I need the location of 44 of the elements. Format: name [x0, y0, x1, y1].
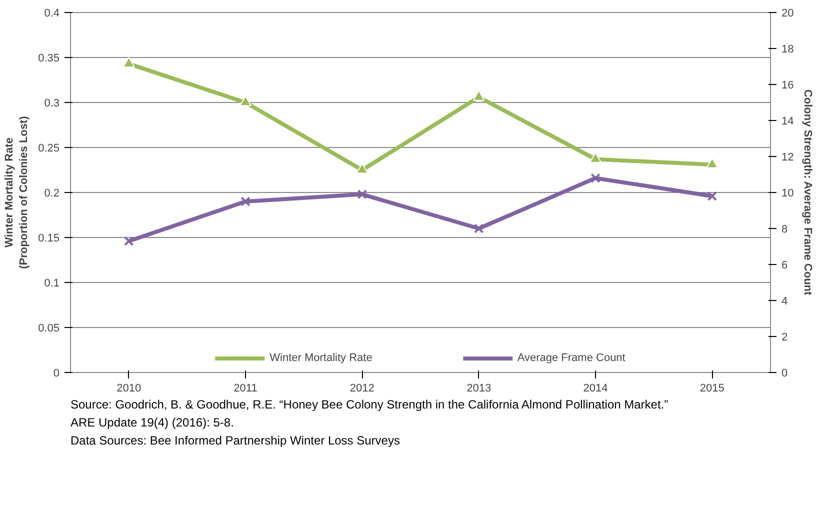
y-tick-label: 0.2	[44, 188, 60, 200]
x-tick-label: 2014	[583, 382, 608, 394]
y2-tick-label: 10	[782, 188, 794, 200]
y2-tick-label: 6	[782, 260, 788, 272]
y2-axis-title: Colony Strength: Average Frame Count	[802, 89, 814, 296]
y2-tick-label: 0	[782, 368, 788, 380]
y2-tick-label: 8	[782, 224, 788, 236]
x-tick-label: 2012	[350, 382, 374, 394]
legend-label: Winter Mortality Rate	[270, 352, 372, 364]
point	[122, 56, 135, 68]
x-tick-label: 2011	[234, 382, 258, 394]
x-tick-label: 2015	[700, 382, 724, 394]
point	[707, 191, 718, 201]
point	[706, 158, 718, 168]
text: ARE Update 19(4) (2016): 5-8.	[70, 416, 234, 430]
y-tick-label: 0.05	[38, 322, 60, 334]
point	[356, 163, 368, 174]
point	[240, 96, 252, 106]
y2-tick-label: 18	[782, 44, 794, 56]
y-tick-label: 0	[53, 368, 60, 380]
y-tick-label: 0.1	[44, 278, 60, 290]
x-tick-label: 2013	[466, 382, 492, 394]
y-axis-title: Winter Mortality Rate (Proportion of Colonies Lost)	[4, 116, 30, 269]
y2-tick-label: 14	[782, 116, 794, 128]
y2-tick-label: 20	[782, 8, 794, 20]
source-note: Source: Goodrich, B. & Goodhue, R.E. “Honey Bee Colony Strength in the California Almond Pollination Market.”	[70, 398, 668, 412]
point	[474, 224, 484, 234]
point	[357, 189, 368, 200]
y2-tick-label: 4	[782, 296, 788, 308]
y-tick-label: 0.35	[38, 52, 60, 64]
x-tick-label: 2010	[116, 382, 142, 394]
point	[124, 236, 134, 246]
point	[472, 90, 485, 101]
y-tick-label: 0.4	[44, 8, 60, 20]
y-tick-label: 0.15	[38, 232, 60, 244]
y2-tick-label: 12	[782, 152, 794, 164]
point	[590, 173, 600, 183]
text: Data Sources: Bee Informed Partnership Winter Loss Surveys	[70, 434, 400, 448]
y2-tick-label: 2	[782, 332, 788, 344]
y-tick-label: 0.25	[38, 142, 60, 154]
y2-tick-label: 16	[782, 80, 794, 92]
point	[240, 196, 250, 206]
y-tick-label: 0.3	[44, 98, 60, 110]
legend-label: Average Frame Count	[517, 352, 626, 364]
